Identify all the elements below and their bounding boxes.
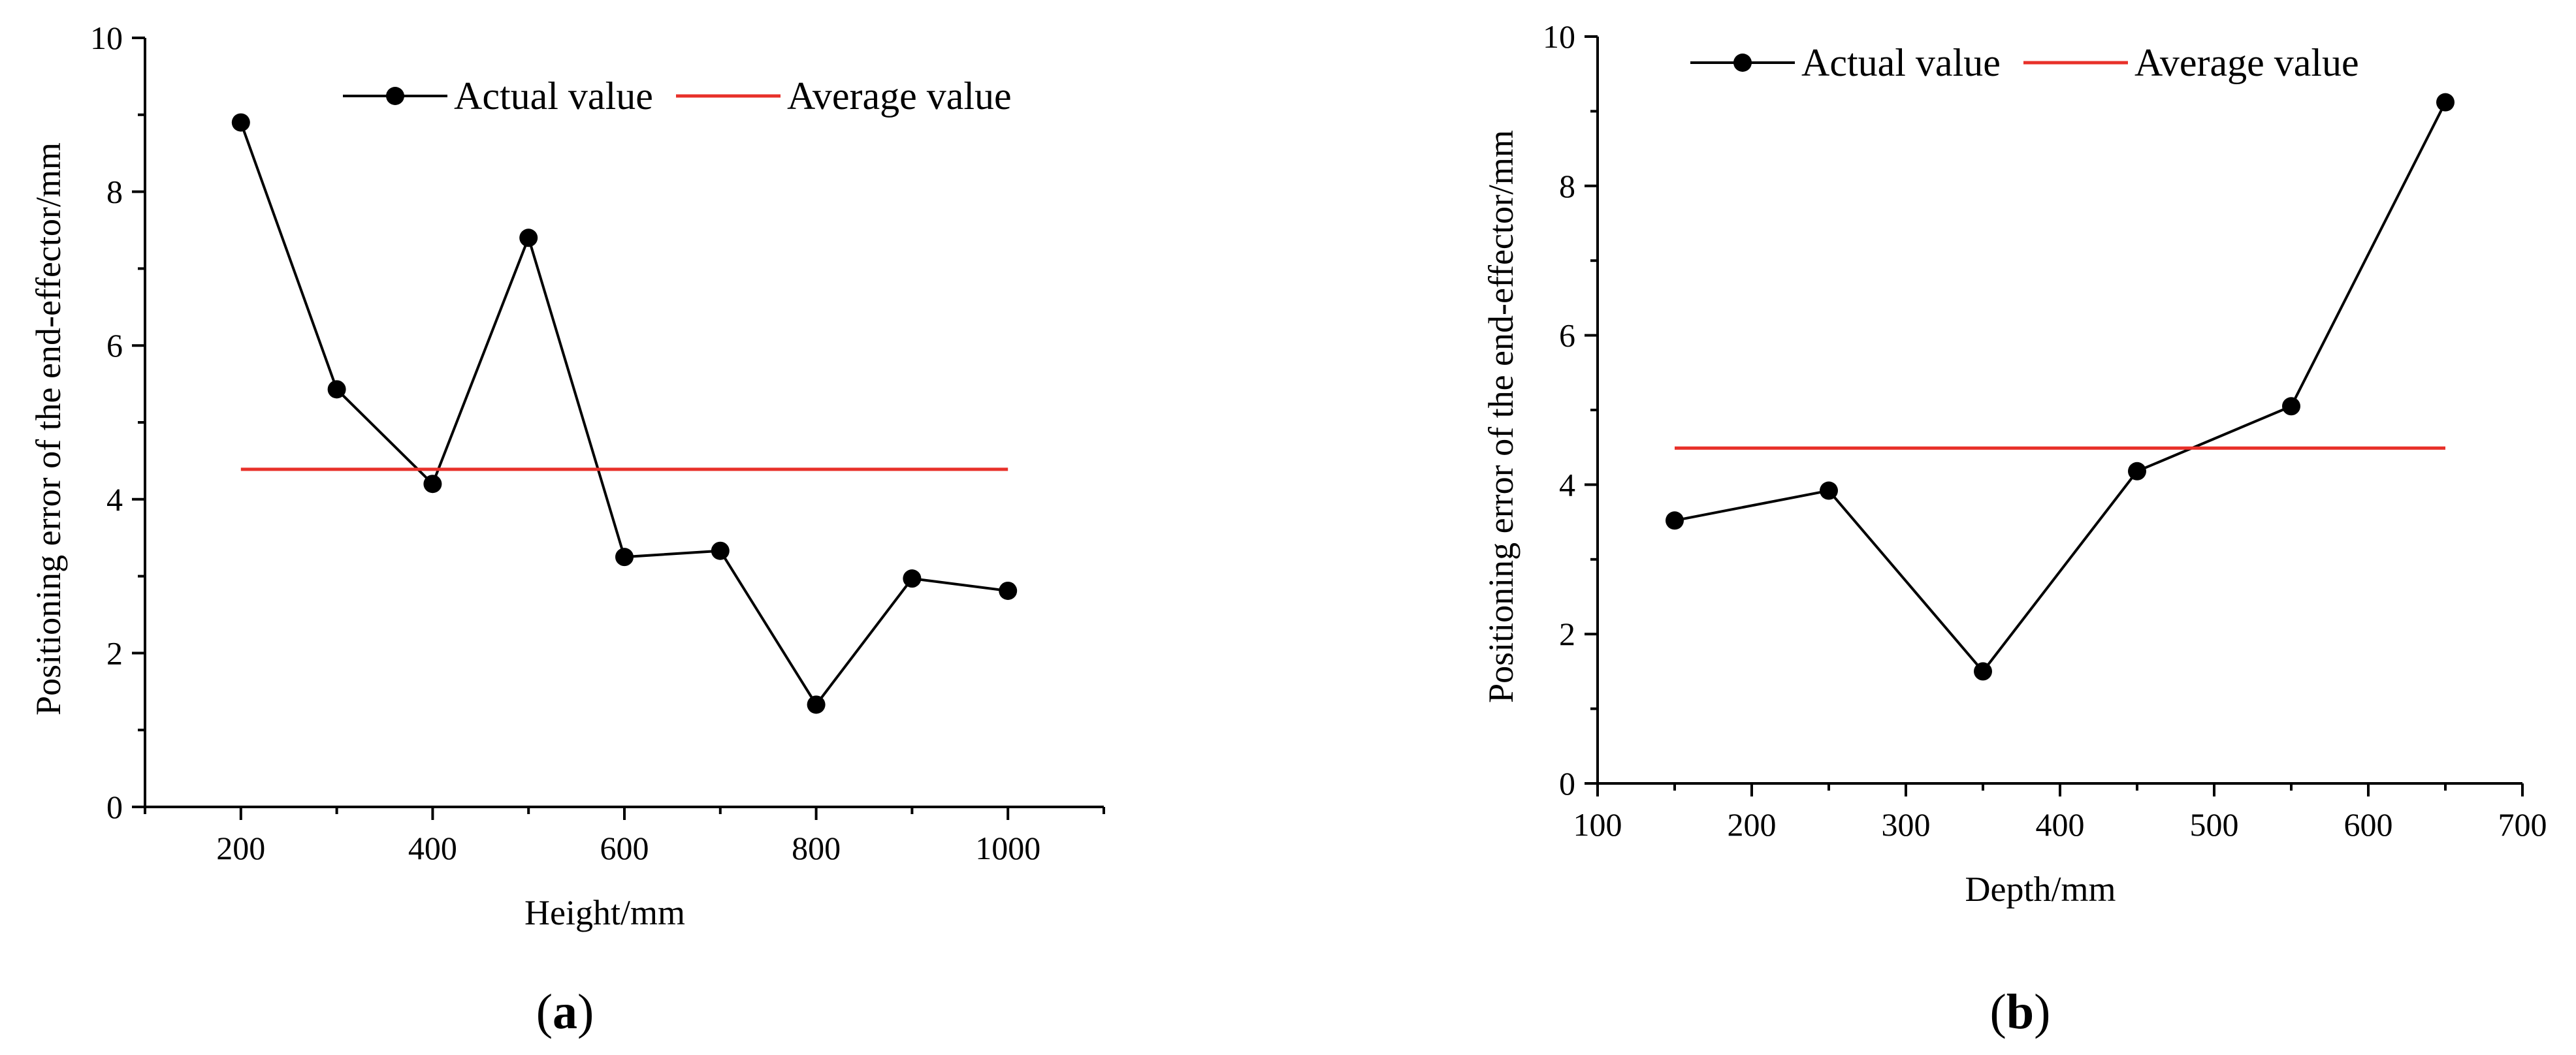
x-tick-label: 1000 (975, 830, 1040, 866)
legend-marker (386, 87, 404, 105)
panel-label: (b) (1990, 984, 2051, 1039)
y-tick-label: 4 (1559, 466, 1575, 503)
y-tick-label: 4 (106, 481, 123, 518)
actual-value-point (519, 228, 538, 247)
actual-value-line (1674, 101, 2447, 674)
x-tick-label: 400 (408, 830, 457, 866)
legend: Actual value Average value (343, 74, 1012, 118)
x-tick-label: 200 (1728, 806, 1777, 843)
y-tick-label: 2 (106, 635, 123, 671)
actual-value-point (423, 475, 442, 494)
actual-value-point (903, 569, 922, 588)
actual-value-point (2436, 93, 2455, 112)
actual-value-point (1820, 481, 1838, 500)
panel-label-close: ) (577, 984, 594, 1039)
y-axis-title: Positioning error of the end-effector/mm (1481, 130, 1521, 703)
actual-value-point (231, 113, 250, 132)
panel-label-letter: a (553, 984, 577, 1039)
actual-value-point (615, 548, 634, 567)
panel-label-open: ( (536, 984, 553, 1039)
legend-marker (1733, 54, 1752, 72)
x-tick-label: 700 (2498, 806, 2547, 843)
legend-label: Average value (2134, 41, 2359, 84)
y-tick-label: 10 (90, 20, 123, 56)
chart-panel-a: 0 2 4 6 8 10 200 400 600 800 1000 Height/mm Position… (29, 20, 1105, 1039)
panel-label-close: ) (2034, 984, 2050, 1039)
panel-label-open: ( (1990, 984, 2006, 1039)
actual-value-line (239, 121, 1008, 707)
actual-value-point (327, 380, 346, 399)
x-tick-label: 500 (2190, 806, 2239, 843)
legend: Actual value Average value (1690, 41, 2359, 84)
y-tick-label: 6 (1559, 317, 1575, 354)
x-tick-label: 300 (1882, 806, 1931, 843)
actual-value-point (2128, 462, 2146, 480)
x-tick-label: 600 (600, 830, 649, 866)
actual-value-point (2282, 397, 2300, 416)
x-axis-title: Depth/mm (1965, 870, 2116, 909)
x-tick-label: 800 (792, 830, 841, 866)
x-axis-title: Height/mm (524, 893, 685, 932)
legend-label: Average value (787, 74, 1012, 118)
y-tick-label: 0 (1559, 765, 1575, 802)
legend-label: Actual value (454, 74, 653, 118)
y-tick-label: 8 (106, 174, 123, 210)
actual-value-point (711, 541, 730, 560)
y-tick-label: 8 (1559, 168, 1575, 204)
actual-value-point (999, 581, 1018, 600)
x-tick-label: 400 (2036, 806, 2085, 843)
y-tick-label: 0 (106, 789, 123, 825)
actual-value-point (1974, 662, 1992, 681)
actual-value-point (1666, 511, 1684, 530)
y-tick-label: 10 (1543, 18, 1575, 55)
y-tick-label: 2 (1559, 616, 1575, 652)
y-axis-title: Positioning error of the end-effector/mm (29, 142, 68, 716)
x-tick-label: 100 (1573, 806, 1622, 843)
actual-value-point (807, 695, 826, 714)
x-tick-label: 600 (2344, 806, 2393, 843)
panel-label-letter: b (2006, 984, 2034, 1039)
y-tick-label: 6 (106, 327, 123, 364)
legend-label: Actual value (1801, 41, 2001, 84)
panel-label: (a) (536, 984, 594, 1039)
x-tick-label: 200 (216, 830, 265, 866)
chart-panel-b: 0 2 4 6 8 10 100 200 300 400 500 600 700 Depth/mm Posi… (1481, 18, 2547, 1039)
